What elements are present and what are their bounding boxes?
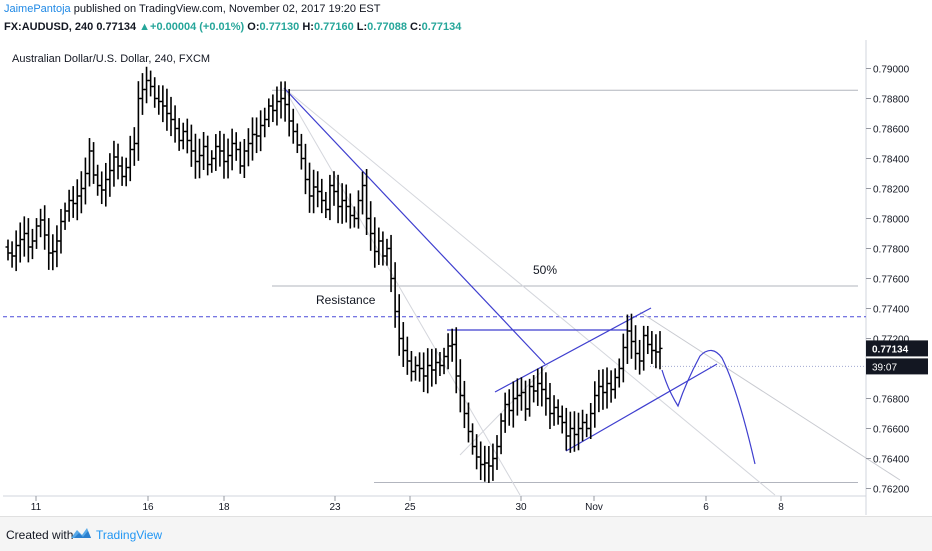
high-value: 0.77160 <box>313 21 354 33</box>
ohlc-bar <box>657 331 663 370</box>
price-tick-label: 0.79000 <box>873 65 910 76</box>
last-price-tag-label: 0.77134 <box>872 344 909 355</box>
fib-50-label: 50% <box>533 263 557 277</box>
time-tick-label: 23 <box>329 502 341 513</box>
time-tick-label: 25 <box>404 502 416 513</box>
open-label: O: <box>247 21 260 33</box>
time-tick-label: 6 <box>703 502 709 513</box>
fan-line <box>639 311 901 481</box>
price-tick-label: 0.78000 <box>873 215 910 226</box>
tradingview-link[interactable]: TradingView <box>96 528 163 542</box>
price-tick-label: 0.76400 <box>873 455 910 466</box>
last-price-tag <box>866 340 928 357</box>
last-price: 0.77134 <box>96 21 137 33</box>
countdown-tag <box>866 358 928 375</box>
time-tick-label: 11 <box>31 502 42 513</box>
price-chart[interactable]: Australian Dollar/U.S. Dollar, 240, FXCM… <box>0 40 932 515</box>
low-label: L: <box>356 21 368 33</box>
time-tick-label: 30 <box>515 502 527 513</box>
time-tick-label: 16 <box>142 502 154 513</box>
price-tick-label: 0.76800 <box>873 395 910 406</box>
symbol-name: FX:AUDUSD, 240 <box>4 21 94 33</box>
chart-area[interactable]: Australian Dollar/U.S. Dollar, 240, FXCM… <box>0 40 932 515</box>
price-tick-label: 0.77400 <box>873 305 910 316</box>
created-with-text: Created with <box>6 528 74 542</box>
change-up-icon: ▲ <box>139 21 151 33</box>
ohlc-bars <box>5 66 663 483</box>
footer: Created with TradingView <box>0 516 932 551</box>
published-text: published on TradingView.com, November 0… <box>70 3 381 15</box>
symbol-legend: FX:AUDUSD, 240 0.77134 ▲+0.00004 (+0.01%… <box>4 21 461 33</box>
change-value: +0.00004 (+0.01%) <box>150 21 245 33</box>
open-value: 0.77130 <box>259 21 300 33</box>
resistance-label: Resistance <box>316 293 376 307</box>
low-value: 0.77088 <box>367 21 407 33</box>
price-tick-label: 0.76600 <box>873 425 910 436</box>
fan-line <box>283 87 776 496</box>
price-tick-label: 0.78400 <box>873 155 910 166</box>
price-tick-label: 0.76200 <box>873 485 910 496</box>
projection-curve <box>661 349 756 465</box>
price-tick-label: 0.77600 <box>873 275 910 286</box>
author-link[interactable]: JaimePantoja <box>4 3 71 15</box>
close-label: C: <box>410 21 422 33</box>
downtrend-line <box>283 87 546 365</box>
price-axis[interactable]: 0.79000 0.78800 0.78600 0.78400 0.78200 0.780… <box>866 65 928 496</box>
price-tick-label: 0.78800 <box>873 95 910 106</box>
price-tick-label: 0.78200 <box>873 185 910 196</box>
fan-line <box>283 87 521 496</box>
publish-info: JaimePantoja published on TradingView.co… <box>4 3 380 15</box>
high-label: H: <box>302 21 314 33</box>
price-tick-label: 0.77800 <box>873 245 910 256</box>
countdown-label: 39:07 <box>872 362 897 373</box>
price-tick-label: 0.77200 <box>873 335 910 346</box>
close-value: 0.77134 <box>421 21 462 33</box>
time-tick-label: Nov <box>585 502 603 513</box>
time-tick-label: 8 <box>778 502 784 513</box>
chart-title: Australian Dollar/U.S. Dollar, 240, FXCM <box>12 53 210 65</box>
price-tick-label: 0.78600 <box>873 125 910 136</box>
tradingview-logo-icon <box>71 528 91 538</box>
time-tick-label: 18 <box>218 502 230 513</box>
time-axis[interactable]: 11 16 18 23 25 30 Nov 6 8 <box>31 496 784 513</box>
